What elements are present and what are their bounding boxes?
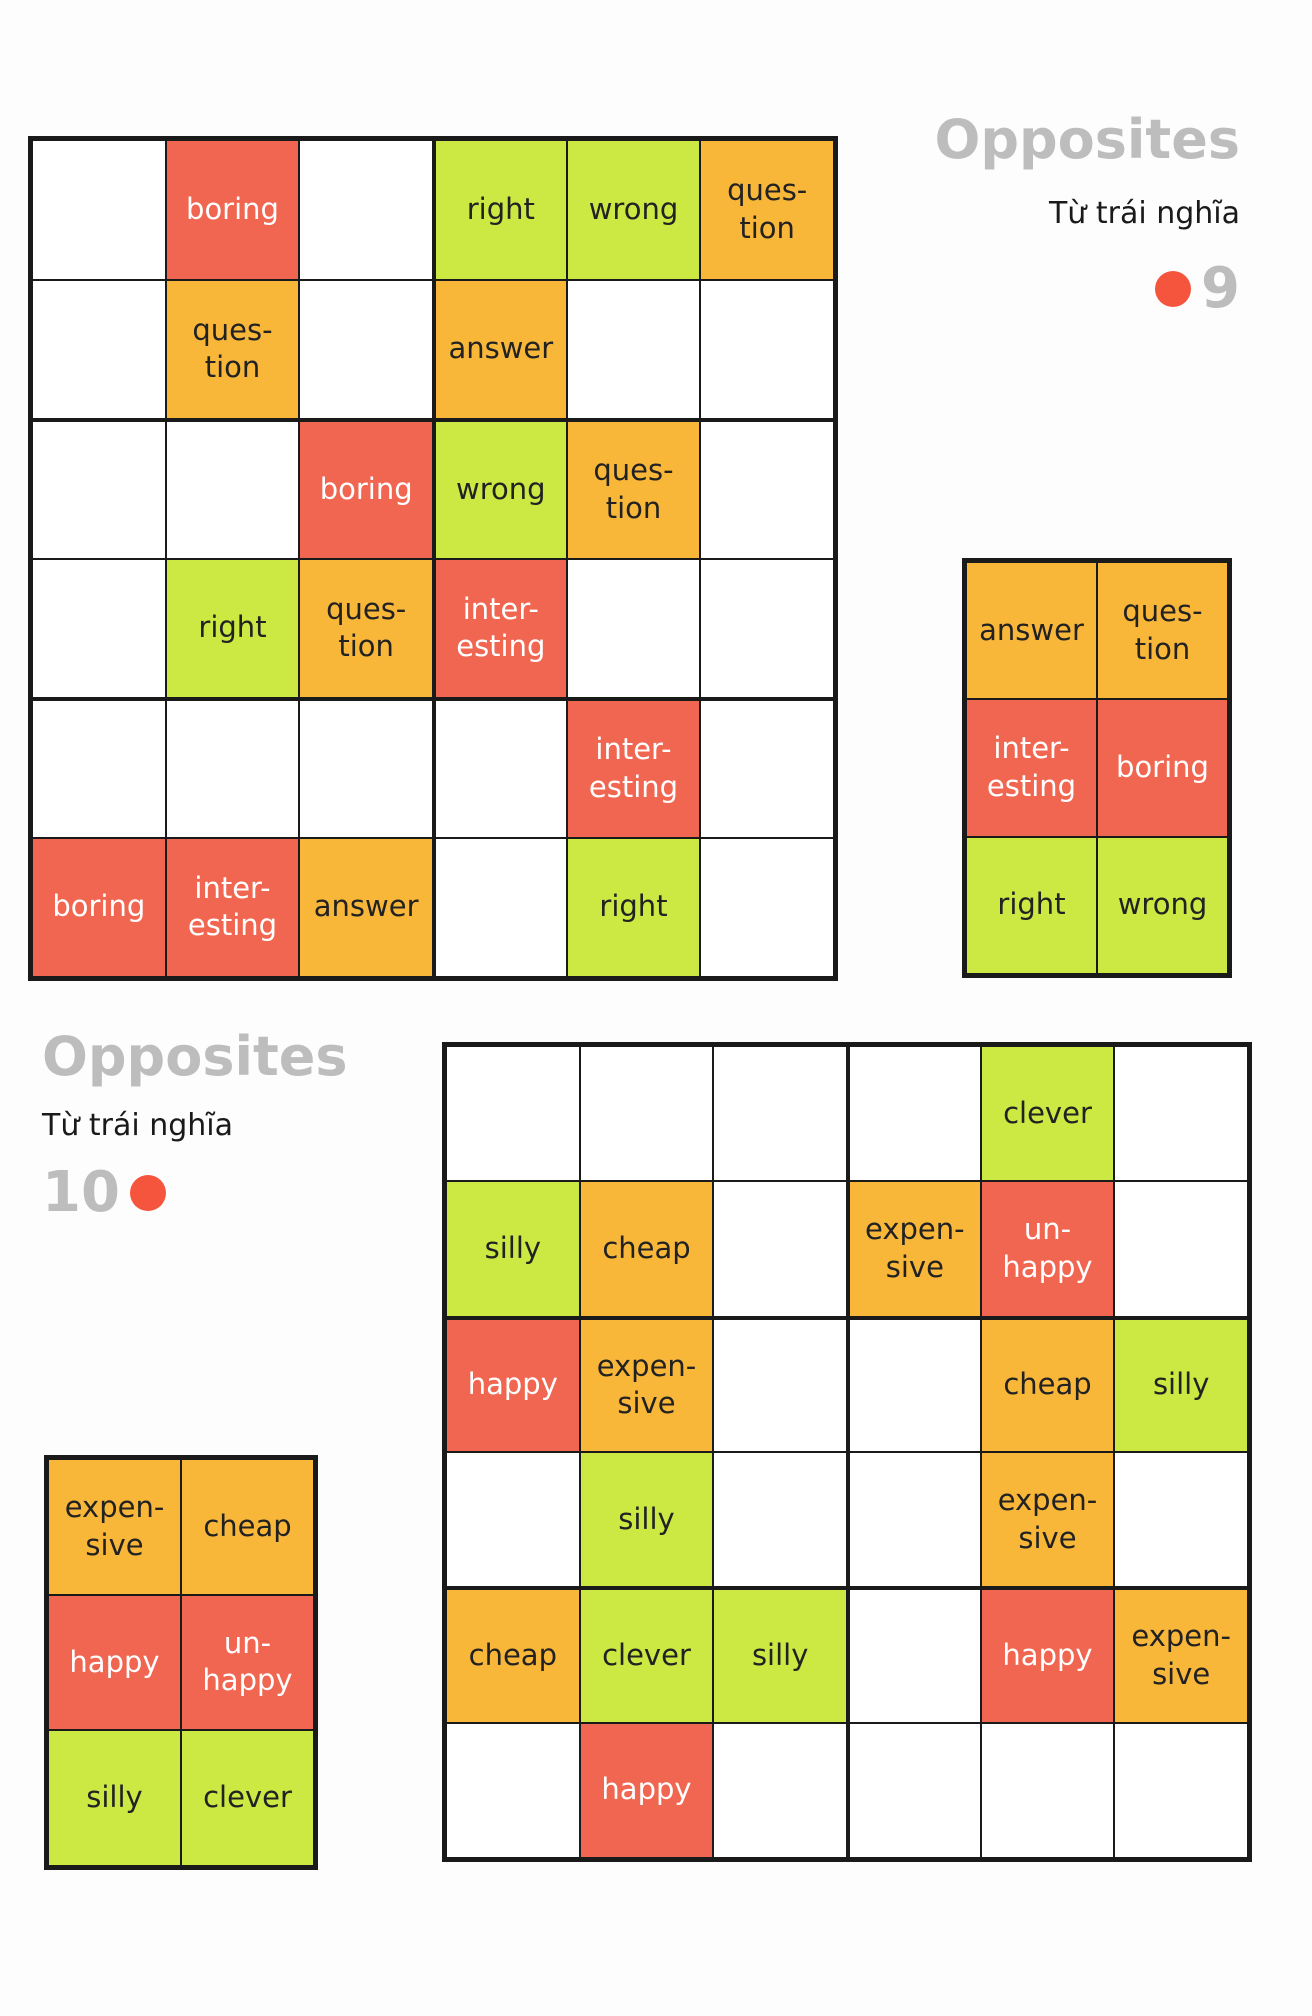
- puzzle-10-legend-cell-r2c2: un- happy: [182, 1595, 313, 1730]
- puzzle-9-grid-cell-r3c6[interactable]: [701, 422, 833, 558]
- red-dot-icon: [1155, 270, 1192, 307]
- puzzle-10-grid-cell-r1c1[interactable]: [447, 1047, 579, 1181]
- puzzle-9-grid-cell-r5c1[interactable]: [33, 701, 165, 837]
- puzzle-9-grid-cell-r5c3[interactable]: [300, 701, 432, 837]
- puzzle-10-grid: clever silly cheap expen- sive un- happy happ…: [442, 1042, 1252, 1862]
- puzzle-10-grid-cell-r2c6[interactable]: [1115, 1182, 1247, 1316]
- puzzle-10-grid-cell-r1c6[interactable]: [1115, 1047, 1247, 1181]
- puzzle-10-grid-cell-r2c3[interactable]: [714, 1182, 846, 1316]
- puzzle-9-legend: answer ques- tion inter- esting boring right…: [962, 558, 1232, 978]
- puzzle-9-grid-cell-r2c2: ques- tion: [166, 280, 299, 418]
- puzzle-10-grid-cell-r3c2: expen- sive: [580, 1319, 713, 1451]
- puzzle-9-grid-cell-r5c2[interactable]: [166, 701, 299, 837]
- puzzle-10-grid-cell-r2c1: silly: [447, 1182, 579, 1316]
- puzzle-9-grid-cell-r2c6[interactable]: [701, 280, 833, 418]
- puzzle-9-legend-cell-r3c2: wrong: [1098, 837, 1227, 973]
- puzzle-9-grid-cell-r4c3: ques- tion: [300, 559, 432, 697]
- puzzle-10-grid-cell-r6c3[interactable]: [714, 1723, 846, 1857]
- puzzle-9-grid-cell-r2c4: answer: [436, 280, 566, 418]
- puzzle-9-grid-cell-r2c3[interactable]: [300, 280, 432, 418]
- puzzle-10-legend-cell-r3c1: silly: [49, 1731, 180, 1865]
- puzzle-10-grid-cell-r2c4: expen- sive: [850, 1182, 980, 1316]
- puzzle-9-grid-cell-r1c5: wrong: [567, 141, 700, 279]
- puzzle-9-grid-cell-r5c4[interactable]: [436, 701, 566, 837]
- puzzle-9-grid-cell-r1c4: right: [436, 141, 566, 279]
- puzzle-9-grid-cell-r3c1[interactable]: [33, 422, 165, 558]
- puzzle-9-grid-cell-r1c2: boring: [166, 141, 299, 279]
- puzzle-10-grid-cell-r1c5: clever: [981, 1047, 1114, 1181]
- puzzle-9-grid-cell-r6c1: boring: [33, 838, 165, 976]
- puzzle-10-grid-cell-r5c2: clever: [580, 1590, 713, 1722]
- puzzle-10-legend-cell-r1c1: expen- sive: [49, 1460, 180, 1594]
- puzzle-9-legend-cell-r2c2: boring: [1098, 700, 1227, 836]
- puzzle-10-grid-cell-r5c5: happy: [981, 1590, 1114, 1722]
- puzzle-10-grid-cell-r3c6: silly: [1115, 1319, 1247, 1451]
- puzzle-10-grid-cell-r3c3[interactable]: [714, 1319, 846, 1451]
- puzzle-9-grid-cell-r3c4: wrong: [436, 422, 566, 558]
- puzzle-9-legend-cell-r2c1: inter- esting: [967, 700, 1096, 836]
- puzzle-10-grid-cell-r6c2: happy: [580, 1723, 713, 1857]
- puzzle-10-grid-cell-r3c1: happy: [447, 1319, 579, 1451]
- puzzle-10-grid-cell-r2c5: un- happy: [981, 1182, 1114, 1316]
- puzzle-10-grid-cell-r3c5: cheap: [981, 1319, 1114, 1451]
- puzzle-10-grid-cell-r6c4[interactable]: [850, 1723, 980, 1857]
- puzzle-10-number-text: 10: [42, 1160, 120, 1225]
- puzzle-10-grid-cell-r6c6[interactable]: [1115, 1723, 1247, 1857]
- puzzle-10-grid-cell-r4c4[interactable]: [850, 1452, 980, 1587]
- puzzle-10-subtitle: Từ trái nghĩa: [42, 1108, 234, 1143]
- puzzle-9-grid-cell-r1c3[interactable]: [300, 141, 432, 279]
- puzzle-9-grid-cell-r4c1[interactable]: [33, 559, 165, 697]
- puzzle-9-grid-cell-r6c3: answer: [300, 838, 432, 976]
- puzzle-10-grid-cell-r3c4[interactable]: [850, 1319, 980, 1451]
- puzzle-9-grid-cell-r3c3: boring: [300, 422, 432, 558]
- puzzle-10-grid-cell-r5c6: expen- sive: [1115, 1590, 1247, 1722]
- puzzle-9-number-text: 9: [1201, 256, 1240, 321]
- puzzle-9-grid-cell-r6c2: inter- esting: [166, 838, 299, 976]
- puzzle-9-legend-cell-r1c2: ques- tion: [1098, 563, 1227, 699]
- puzzle-10-grid-cell-r4c3[interactable]: [714, 1452, 846, 1587]
- puzzle-9-grid-cell-r1c6: ques- tion: [701, 141, 833, 279]
- puzzle-9-legend-cell-r3c1: right: [967, 837, 1096, 973]
- puzzle-10-grid-cell-r5c3: silly: [714, 1590, 846, 1722]
- puzzle-9-grid-cell-r3c5: ques- tion: [567, 422, 700, 558]
- puzzle-10-title: Opposites: [42, 1025, 348, 1088]
- puzzle-9-grid-cell-r1c1[interactable]: [33, 141, 165, 279]
- puzzle-10-grid-cell-r4c6[interactable]: [1115, 1452, 1247, 1587]
- puzzle-9-grid-cell-r3c2[interactable]: [166, 422, 299, 558]
- puzzle-10-grid-cell-r1c2[interactable]: [580, 1047, 713, 1181]
- puzzle-10-grid-cell-r1c3[interactable]: [714, 1047, 846, 1181]
- puzzle-9-title: Opposites: [934, 108, 1240, 171]
- red-dot-icon: [129, 1174, 166, 1211]
- puzzle-9-legend-cell-r1c1: answer: [967, 563, 1096, 699]
- puzzle-10-grid-cell-r1c4[interactable]: [850, 1047, 980, 1181]
- puzzle-10-number: 10: [42, 1160, 166, 1225]
- puzzle-10-grid-cell-r5c1: cheap: [447, 1590, 579, 1722]
- puzzle-10-legend-cell-r2c1: happy: [49, 1595, 180, 1730]
- puzzle-10-grid-cell-r5c4[interactable]: [850, 1590, 980, 1722]
- puzzle-10-grid-cell-r4c2: silly: [580, 1452, 713, 1587]
- puzzle-9-grid-cell-r6c6[interactable]: [701, 838, 833, 976]
- puzzle-9-grid-cell-r2c5[interactable]: [567, 280, 700, 418]
- puzzle-9-grid-cell-r6c5: right: [567, 838, 700, 976]
- puzzle-9-number: 9: [1155, 256, 1240, 321]
- puzzle-9-grid-cell-r4c4: inter- esting: [436, 559, 566, 697]
- puzzle-10-legend: expen- sive cheap happy un- happy silly cleve…: [44, 1455, 318, 1870]
- puzzle-9-grid-cell-r4c2: right: [166, 559, 299, 697]
- puzzle-10-grid-cell-r6c5[interactable]: [981, 1723, 1114, 1857]
- puzzle-9-grid-cell-r6c4[interactable]: [436, 838, 566, 976]
- puzzle-10-legend-cell-r1c2: cheap: [182, 1460, 313, 1594]
- puzzle-9-grid-cell-r5c6[interactable]: [701, 701, 833, 837]
- puzzle-9-grid-cell-r5c5: inter- esting: [567, 701, 700, 837]
- puzzle-10-grid-cell-r2c2: cheap: [580, 1182, 713, 1316]
- puzzle-9-grid-cell-r4c5[interactable]: [567, 559, 700, 697]
- puzzle-10-legend-cell-r3c2: clever: [182, 1731, 313, 1865]
- puzzle-10-grid-cell-r4c5: expen- sive: [981, 1452, 1114, 1587]
- puzzle-10-grid-cell-r6c1[interactable]: [447, 1723, 579, 1857]
- puzzle-9-subtitle: Từ trái nghĩa: [1048, 196, 1240, 231]
- puzzle-9-grid-cell-r4c6[interactable]: [701, 559, 833, 697]
- puzzle-10-grid-cell-r4c1[interactable]: [447, 1452, 579, 1587]
- puzzle-9-grid: boring right wrong ques- tion ques- tion answ…: [28, 136, 838, 981]
- puzzle-9-grid-cell-r2c1[interactable]: [33, 280, 165, 418]
